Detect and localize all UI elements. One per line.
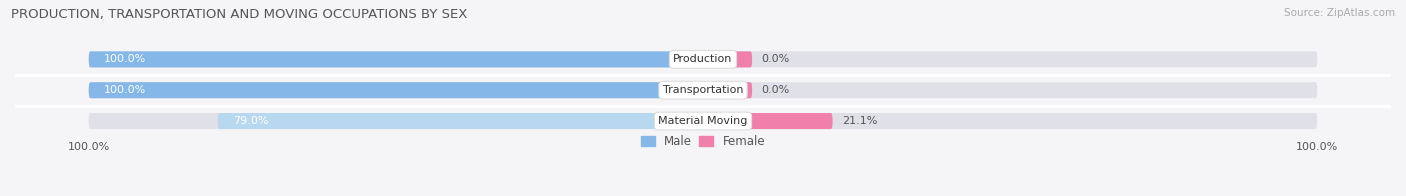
Text: Transportation: Transportation <box>662 85 744 95</box>
Text: Source: ZipAtlas.com: Source: ZipAtlas.com <box>1284 8 1395 18</box>
Legend: Male, Female: Male, Female <box>636 131 770 153</box>
Text: 79.0%: 79.0% <box>233 116 269 126</box>
FancyBboxPatch shape <box>89 113 703 129</box>
Text: 100.0%: 100.0% <box>104 54 146 64</box>
FancyBboxPatch shape <box>89 82 703 98</box>
FancyBboxPatch shape <box>703 51 1317 67</box>
Text: 21.1%: 21.1% <box>842 116 877 126</box>
Text: 100.0%: 100.0% <box>104 85 146 95</box>
Text: 0.0%: 0.0% <box>762 85 790 95</box>
FancyBboxPatch shape <box>89 82 703 98</box>
FancyBboxPatch shape <box>703 82 1317 98</box>
FancyBboxPatch shape <box>218 113 703 129</box>
FancyBboxPatch shape <box>89 51 703 67</box>
FancyBboxPatch shape <box>89 51 703 67</box>
Text: 0.0%: 0.0% <box>762 54 790 64</box>
FancyBboxPatch shape <box>703 113 1317 129</box>
Text: Material Moving: Material Moving <box>658 116 748 126</box>
FancyBboxPatch shape <box>703 113 832 129</box>
FancyBboxPatch shape <box>703 82 752 98</box>
Text: PRODUCTION, TRANSPORTATION AND MOVING OCCUPATIONS BY SEX: PRODUCTION, TRANSPORTATION AND MOVING OC… <box>11 8 468 21</box>
FancyBboxPatch shape <box>703 51 752 67</box>
Text: Production: Production <box>673 54 733 64</box>
